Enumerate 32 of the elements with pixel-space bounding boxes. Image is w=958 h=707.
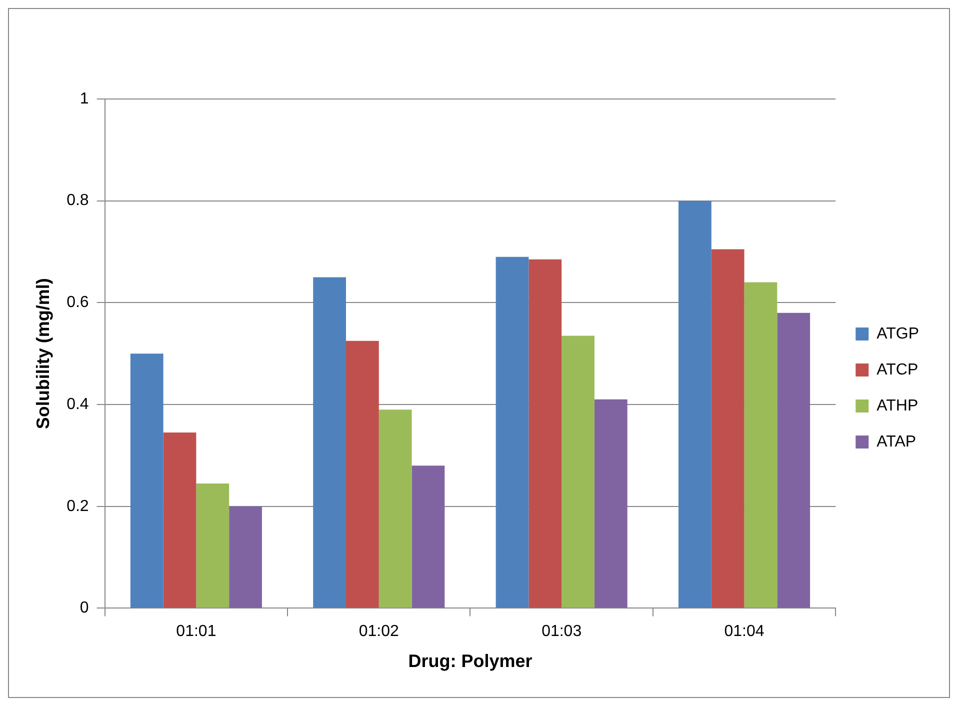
bar bbox=[744, 282, 778, 608]
bar bbox=[229, 506, 262, 608]
bar bbox=[196, 483, 230, 608]
bar bbox=[412, 466, 445, 608]
bar bbox=[163, 432, 196, 608]
legend-label: ATCP bbox=[876, 361, 918, 378]
y-tick-label: 1 bbox=[80, 90, 89, 108]
bar bbox=[562, 336, 594, 608]
x-axis-title: Drug: Polymer bbox=[408, 651, 532, 672]
bar bbox=[346, 340, 379, 608]
bar bbox=[496, 256, 529, 608]
x-tick-label: 01:02 bbox=[358, 623, 400, 640]
legend-label: ATGP bbox=[876, 325, 919, 342]
y-tick-label: 0.2 bbox=[66, 498, 89, 515]
bar bbox=[130, 354, 164, 608]
legend-label: ATHP bbox=[876, 397, 918, 414]
y-tick-label: 0.6 bbox=[66, 294, 89, 312]
bar bbox=[594, 399, 628, 608]
bar bbox=[528, 259, 562, 608]
y-tick-label: 0.8 bbox=[66, 192, 89, 210]
x-tick-label: 01:03 bbox=[542, 623, 582, 640]
x-tick-label: 01:04 bbox=[724, 623, 764, 640]
bar bbox=[711, 249, 744, 608]
bar bbox=[678, 200, 712, 608]
x-tick-label: 01:01 bbox=[176, 623, 216, 640]
y-tick-label: 0.4 bbox=[66, 396, 89, 413]
bar bbox=[777, 312, 810, 608]
bar bbox=[378, 410, 412, 608]
y-tick-label: 0 bbox=[80, 600, 89, 617]
legend-label: ATAP bbox=[876, 433, 916, 450]
y-axis-title: Solubility (mg/ml) bbox=[32, 278, 53, 430]
bar bbox=[313, 277, 346, 608]
